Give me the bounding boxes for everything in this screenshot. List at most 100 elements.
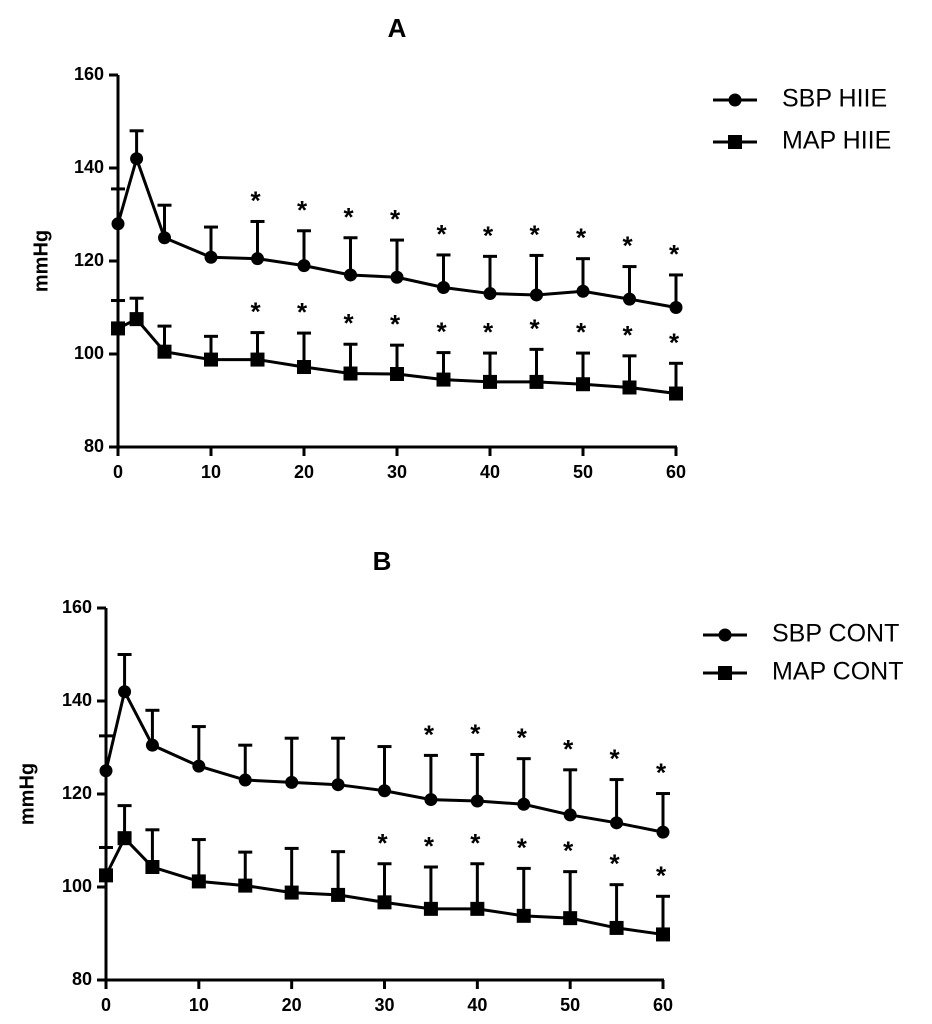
x-tick-label: 10 — [189, 995, 209, 1015]
series-line — [104, 687, 664, 834]
significance-star: * — [297, 195, 308, 225]
data-point — [111, 217, 125, 231]
chart-panel-B: B 80 100 120 140 160 0 10 20 30 40 50 60 mmHg * * * * * * SB… — [16, 546, 903, 1015]
data-point — [669, 386, 683, 401]
data-point — [470, 794, 484, 808]
significance-star: * — [576, 223, 587, 253]
significance-star: * — [656, 758, 667, 788]
data-point — [437, 281, 450, 295]
legend-marker — [728, 93, 742, 107]
x-tick-label: 60 — [666, 462, 686, 482]
significance-star: * — [656, 860, 667, 890]
data-point — [517, 797, 531, 811]
x-tick-label: 0 — [101, 995, 111, 1015]
significance-star: * — [517, 832, 528, 862]
data-point — [99, 764, 113, 778]
data-point — [191, 874, 206, 889]
series-map-hiie: * * * * * * * * * * — [111, 297, 683, 401]
significance-star: * — [424, 719, 435, 749]
data-point — [563, 911, 578, 926]
y-axis-label: mmHg — [30, 230, 52, 292]
y-tick-label: 140 — [74, 157, 104, 177]
data-point — [470, 901, 485, 916]
significance-star: * — [669, 327, 680, 357]
significance-star: * — [250, 297, 261, 327]
significance-star: * — [563, 734, 574, 764]
data-point — [656, 927, 670, 942]
data-point — [424, 793, 438, 807]
significance-star: * — [610, 849, 621, 879]
series-map-cont: * * * * * * * — [99, 804, 670, 942]
significance-star: * — [424, 831, 435, 861]
data-point — [251, 252, 264, 266]
x-tick-label: 20 — [282, 995, 302, 1015]
data-point — [238, 878, 253, 893]
x-tick-label: 40 — [480, 462, 500, 482]
panel-title: B — [373, 546, 392, 576]
x-tick-label: 30 — [387, 462, 407, 482]
significance-star: * — [436, 219, 447, 249]
data-point — [284, 885, 299, 900]
data-point — [145, 738, 159, 752]
significance-star: * — [529, 313, 540, 343]
data-point — [609, 920, 624, 935]
significance-star: * — [470, 718, 481, 748]
data-point — [390, 270, 404, 284]
data-point — [576, 284, 590, 298]
data-point — [145, 860, 160, 875]
data-point — [250, 352, 265, 367]
significance-star: * — [390, 204, 401, 234]
y-axis-label: mmHg — [16, 763, 38, 825]
x-tick-label: 50 — [560, 995, 580, 1015]
data-point — [285, 775, 299, 789]
legend-marker — [728, 135, 742, 149]
significance-star: * — [610, 744, 621, 774]
y-tick-label: 160 — [62, 597, 92, 617]
data-point — [483, 287, 497, 301]
x-tick-label: 60 — [653, 995, 673, 1015]
significance-star: * — [250, 185, 261, 215]
x-tick-label: 0 — [113, 462, 123, 482]
x-tick-label: 30 — [374, 995, 394, 1015]
data-point — [343, 366, 358, 381]
panel-title: A — [388, 13, 407, 43]
data-point — [331, 887, 346, 902]
significance-star: * — [377, 828, 388, 858]
data-point — [117, 831, 132, 846]
significance-star: * — [483, 317, 494, 347]
data-point — [204, 250, 218, 264]
significance-star: * — [343, 202, 354, 232]
data-point — [563, 808, 577, 822]
data-point — [99, 868, 113, 883]
legend-marker — [718, 666, 732, 680]
data-point — [204, 352, 218, 367]
data-point — [130, 152, 144, 166]
significance-star: * — [343, 308, 354, 338]
data-point — [656, 825, 670, 839]
y-tick-label: 140 — [62, 690, 92, 710]
significance-star: * — [669, 239, 680, 269]
data-point — [377, 895, 392, 910]
significance-star: * — [297, 297, 308, 327]
data-point — [129, 312, 144, 327]
legend-label: SBP HIIE — [782, 85, 887, 113]
data-point — [530, 288, 543, 302]
series-sbp-cont: * * * * * * — [99, 653, 670, 839]
significance-star: * — [622, 320, 633, 350]
y-tick-label: 120 — [74, 250, 104, 270]
series-sbp-hiie: * * * * * * * * * * — [111, 129, 683, 314]
significance-star: * — [622, 231, 633, 261]
y-tick-label: 160 — [74, 64, 104, 84]
data-point — [378, 784, 391, 798]
y-tick-label: 100 — [62, 876, 92, 896]
significance-star: * — [470, 828, 481, 858]
data-point — [344, 268, 357, 282]
data-point — [423, 901, 438, 916]
y-tick-label: 80 — [72, 969, 92, 989]
data-point — [331, 778, 345, 792]
y-tick-label: 80 — [84, 436, 104, 456]
significance-star: * — [576, 317, 587, 347]
significance-star: * — [483, 220, 494, 250]
data-point — [297, 259, 311, 273]
